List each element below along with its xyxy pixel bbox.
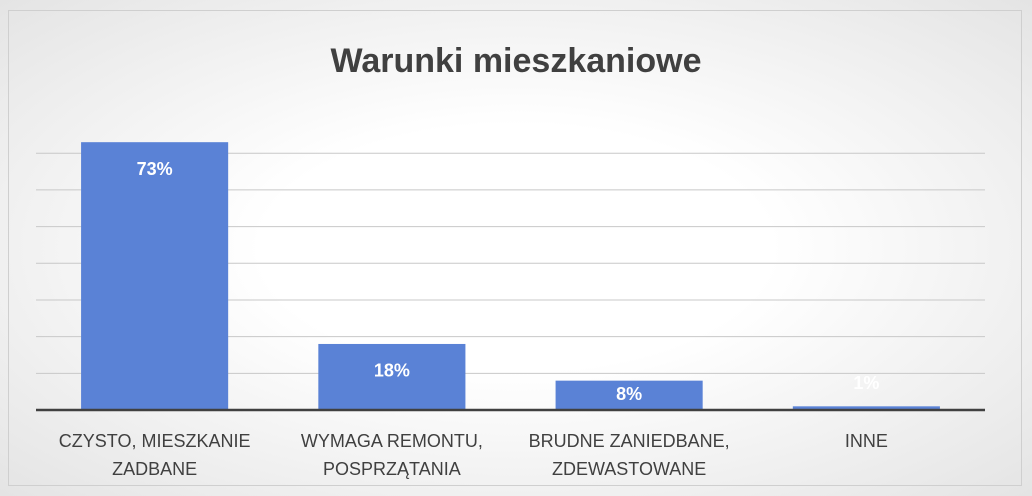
bar — [318, 343, 466, 410]
bar — [81, 142, 229, 410]
x-tick-label: WYMAGA REMONTU, POSPRZĄTANIA — [300, 431, 483, 479]
x-tick-label: BRUDNE ZANIEDBANE, ZDEWASTOWANE — [528, 431, 730, 479]
data-label: 18% — [374, 361, 410, 381]
chart-title: Warunki mieszkaniowe — [331, 42, 702, 80]
data-label: 73% — [137, 159, 173, 179]
bar — [792, 406, 940, 410]
chart-frame — [8, 10, 1022, 486]
x-tick-label: CZYSTO, MIESZKANIE ZADBANE — [58, 431, 251, 479]
x-tick-label: INNE — [844, 431, 888, 451]
bar — [555, 380, 703, 410]
data-label: 1% — [853, 373, 879, 393]
data-label: 8% — [616, 384, 642, 404]
